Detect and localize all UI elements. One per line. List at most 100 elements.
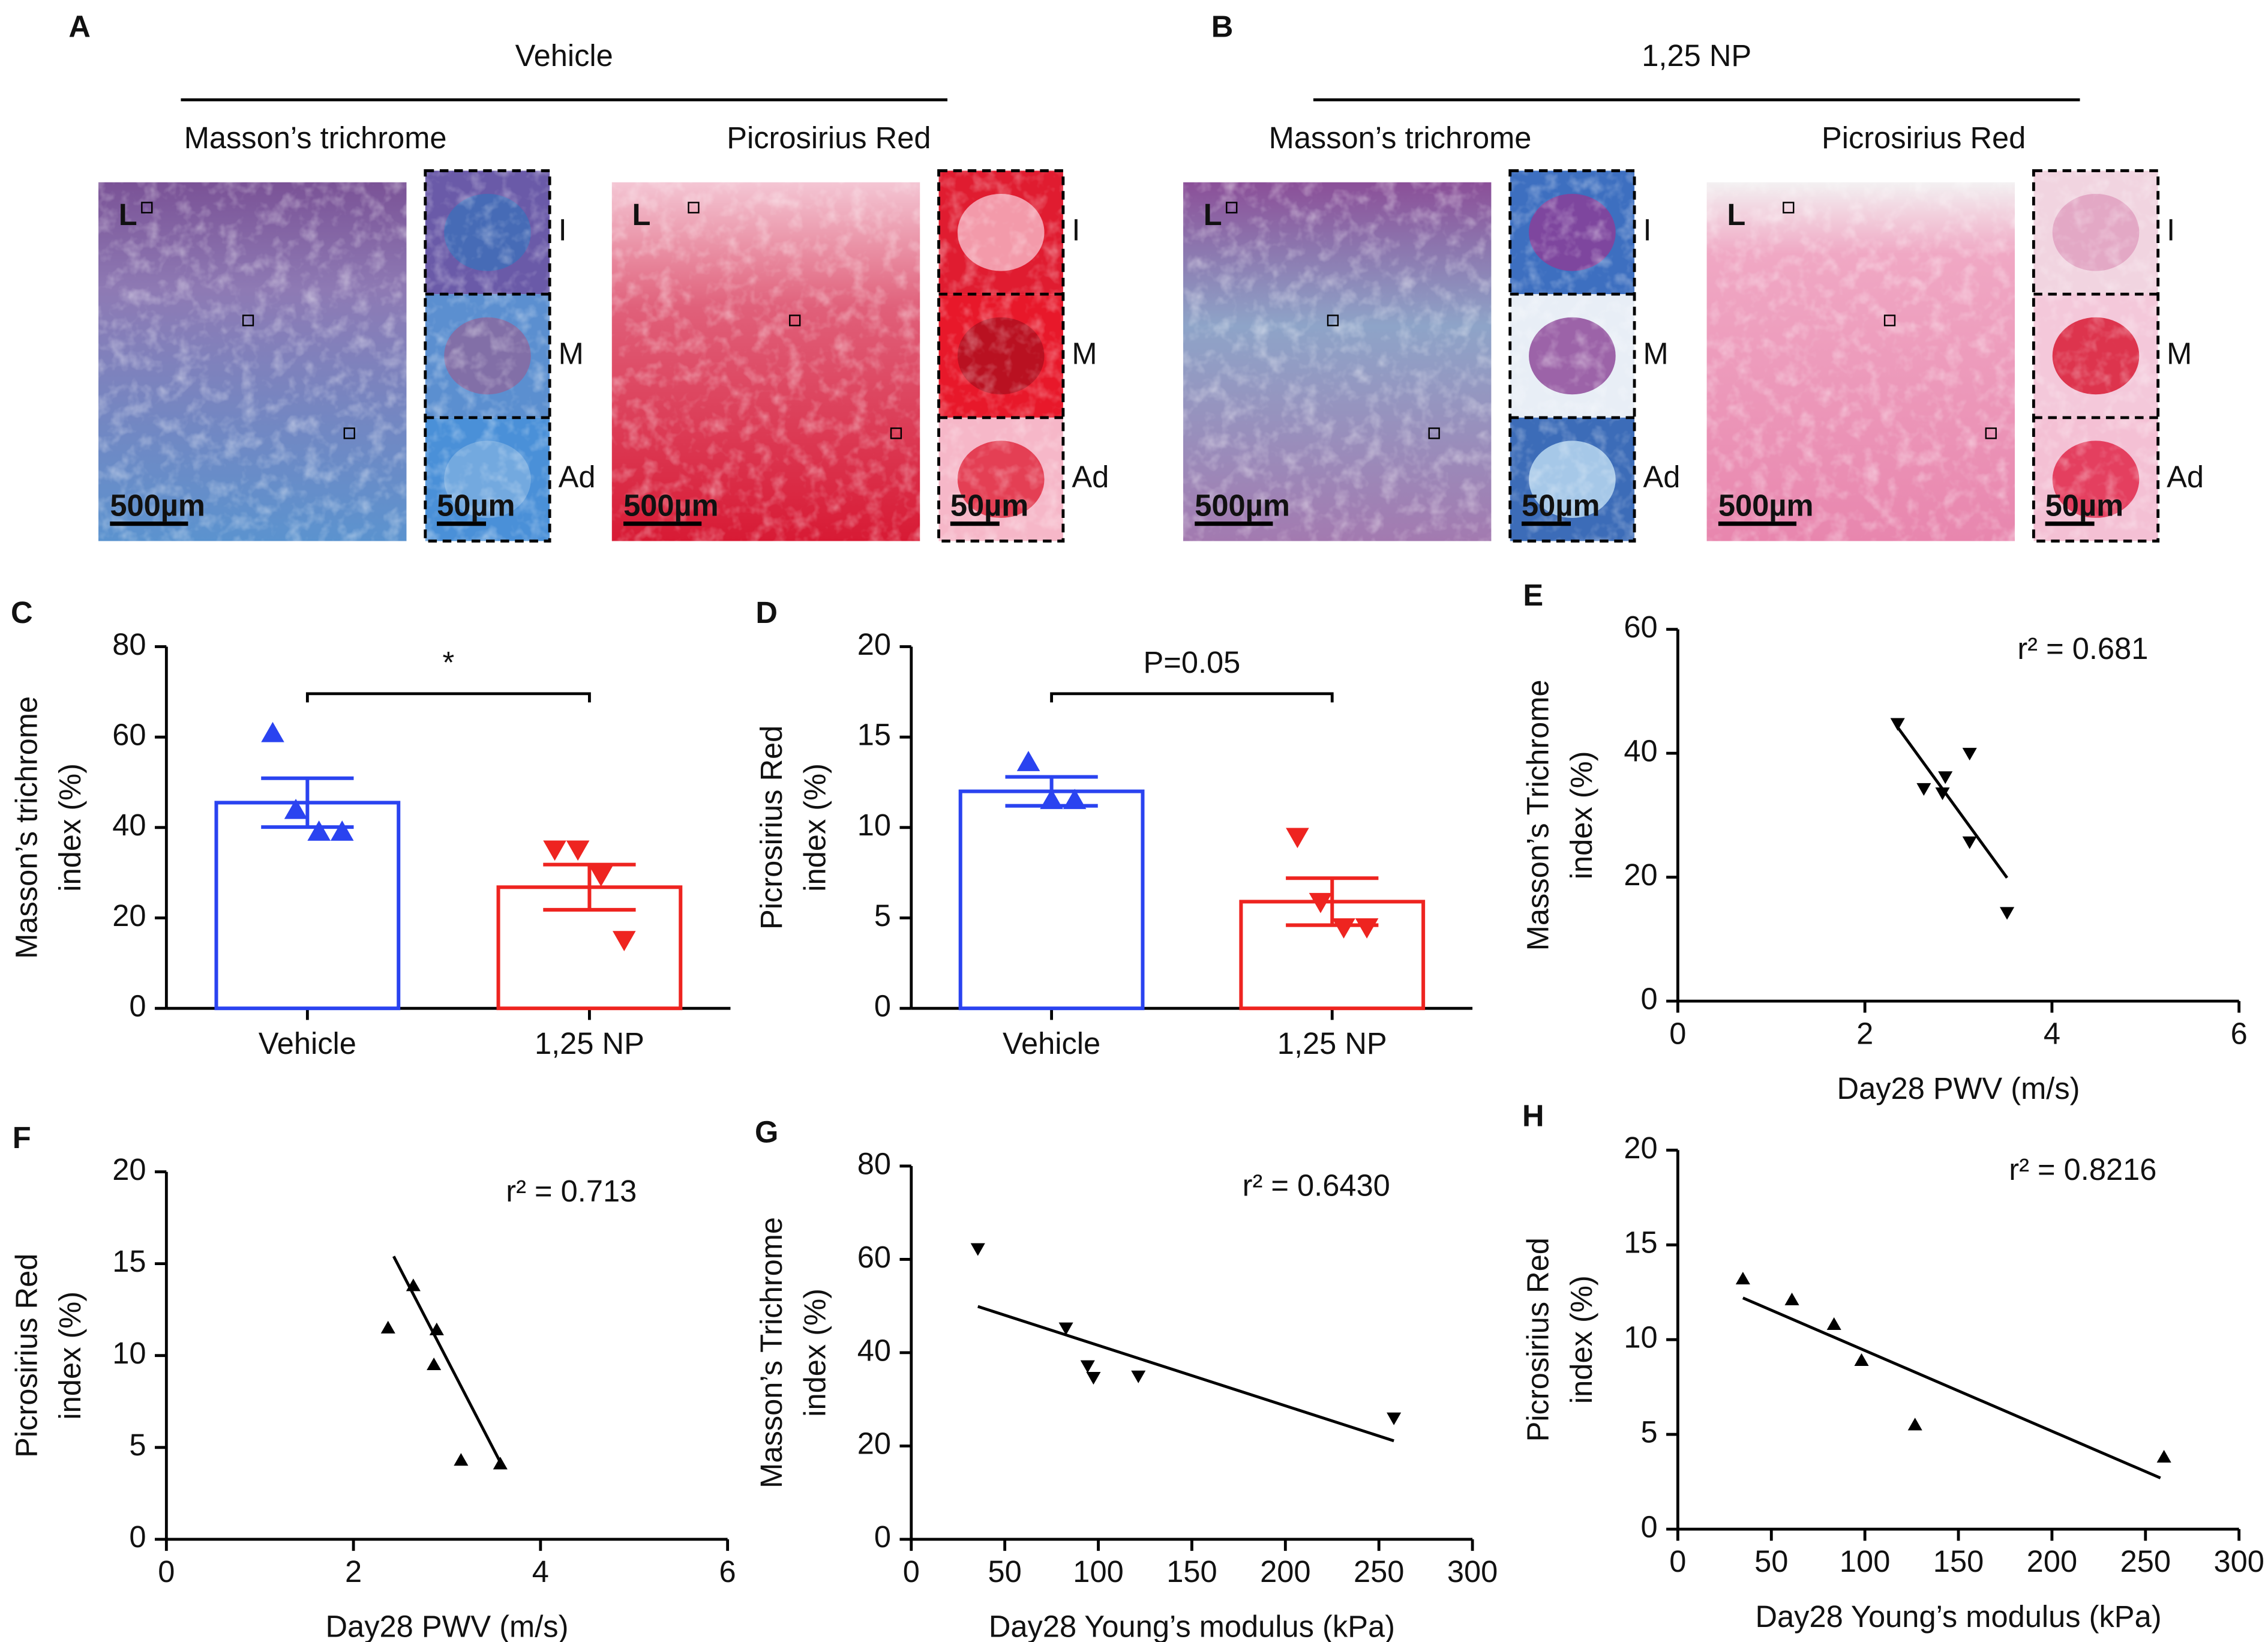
x-tick-label: 50: [988, 1554, 1022, 1589]
regression-line: [392, 1256, 505, 1469]
y-axis-label: Picrosirius Red: [10, 1254, 44, 1458]
zoom-locator: [1226, 202, 1238, 214]
bar: [214, 801, 401, 1011]
zoom-scale-label: 50µm: [1522, 488, 1600, 522]
zoom-locator: [141, 202, 153, 214]
zoom-texture: [425, 417, 550, 541]
layer-label: Ad: [559, 460, 596, 494]
layer-label: Ad: [2167, 460, 2204, 494]
x-tick-label: 0: [903, 1554, 920, 1589]
layer-label: Ad: [1072, 460, 1109, 494]
stain-title: Masson’s trichrome: [1269, 121, 1532, 155]
layer-label: M: [2167, 336, 2192, 370]
y-tick-label: 20: [857, 627, 891, 661]
x-tick-label: 150: [1933, 1544, 1984, 1578]
x-tick-label: Vehicle: [259, 1026, 356, 1060]
y-tick-label: 20: [1624, 858, 1657, 892]
stain-title: Picrosirius Red: [1822, 121, 2026, 155]
data-point: [454, 1453, 469, 1466]
data-point: [1907, 1418, 1922, 1431]
layer-label: I: [2167, 213, 2175, 247]
scale-label: 500µm: [110, 488, 205, 522]
y-tick-label: 60: [1624, 610, 1657, 644]
bar: [958, 789, 1145, 1011]
x-tick-label: 150: [1166, 1554, 1217, 1589]
y-axis-label: Masson’s Trichrome: [1521, 679, 1555, 951]
data-point: [1016, 751, 1040, 771]
x-tick-label: 250: [1354, 1554, 1404, 1589]
zoom-texture: [425, 294, 550, 418]
y-tick-label: 0: [129, 1520, 146, 1554]
histology-texture: [1706, 182, 2015, 541]
zoom-texture: [425, 170, 550, 295]
x-axis-label: Day28 PWV (m/s): [1837, 1071, 2080, 1105]
zoom-locator: [242, 314, 254, 326]
regression-line: [1742, 1296, 2161, 1479]
y-tick-label: 20: [112, 1152, 146, 1186]
zoom-texture: [938, 294, 1063, 418]
histology-texture: [611, 182, 920, 541]
layer-label: M: [559, 336, 584, 370]
data-point: [1854, 1353, 1869, 1366]
zoom-locator: [789, 314, 801, 326]
zoom-texture: [2033, 294, 2158, 418]
y-axis-label: Picrosirius Red: [1521, 1238, 1555, 1442]
data-point: [2000, 907, 2015, 920]
panel-letter: D: [755, 595, 778, 630]
data-point: [1355, 918, 1379, 939]
layer-label: M: [1643, 336, 1669, 370]
x-axis-label: Day28 Young’s modulus (kPa): [1755, 1599, 2161, 1634]
zoom-texture: [1510, 170, 1635, 295]
bar: [1239, 900, 1426, 1011]
x-tick-label: 50: [1754, 1544, 1788, 1578]
zoom-texture: [1510, 417, 1635, 541]
r-squared: r² = 0.681: [2017, 631, 2148, 666]
zoom-texture: [938, 170, 1063, 295]
y-axis-label: index (%): [1564, 751, 1598, 879]
x-tick-label: 0: [1669, 1016, 1686, 1050]
y-tick-label: 0: [129, 989, 146, 1023]
lumen-label: L: [1727, 197, 1745, 232]
data-point: [307, 820, 331, 841]
y-tick-label: 0: [1640, 1509, 1657, 1544]
x-tick-label: 0: [1669, 1544, 1686, 1578]
y-tick-label: 5: [129, 1428, 146, 1462]
y-axis-label: index (%): [1564, 1275, 1598, 1404]
y-axis-label: index (%): [797, 1289, 832, 1417]
panel-letter: E: [1523, 578, 1543, 612]
layer-label: M: [1072, 336, 1097, 370]
panel-letter: G: [755, 1114, 778, 1149]
data-point: [284, 798, 308, 819]
y-tick-label: 80: [112, 627, 146, 661]
data-point: [427, 1357, 442, 1371]
data-point: [380, 1320, 395, 1334]
y-tick-label: 40: [112, 808, 146, 842]
y-tick-label: 10: [1624, 1320, 1657, 1355]
y-axis-label: index (%): [53, 1292, 87, 1420]
zoom-locator: [688, 202, 700, 214]
panel-letter: A: [68, 10, 91, 44]
y-tick-label: 0: [874, 989, 891, 1023]
panel-letter: C: [11, 595, 33, 630]
zoom-locator: [343, 427, 355, 439]
stain-title: Picrosirius Red: [727, 121, 931, 155]
y-axis-label: index (%): [53, 763, 87, 892]
y-tick-label: 15: [112, 1244, 146, 1278]
data-point: [1826, 1317, 1841, 1330]
zoom-locator: [1783, 202, 1795, 214]
y-tick-label: 15: [857, 718, 891, 752]
lumen-label: L: [1204, 197, 1222, 232]
y-tick-label: 5: [874, 898, 891, 933]
y-axis-label: Picrosirius Red: [754, 726, 788, 930]
y-axis-label: Masson’s Trichrome: [754, 1217, 788, 1488]
data-point: [612, 931, 636, 951]
data-point: [1784, 1292, 1799, 1305]
data-point: [1962, 748, 1977, 761]
data-point: [1040, 789, 1063, 810]
zoom-locator: [890, 427, 902, 439]
stain-title: Masson’s trichrome: [184, 121, 447, 155]
panel-letter: H: [1522, 1099, 1544, 1133]
zoom-scale-label: 50µm: [950, 488, 1028, 522]
scale-label: 500µm: [1195, 488, 1290, 522]
